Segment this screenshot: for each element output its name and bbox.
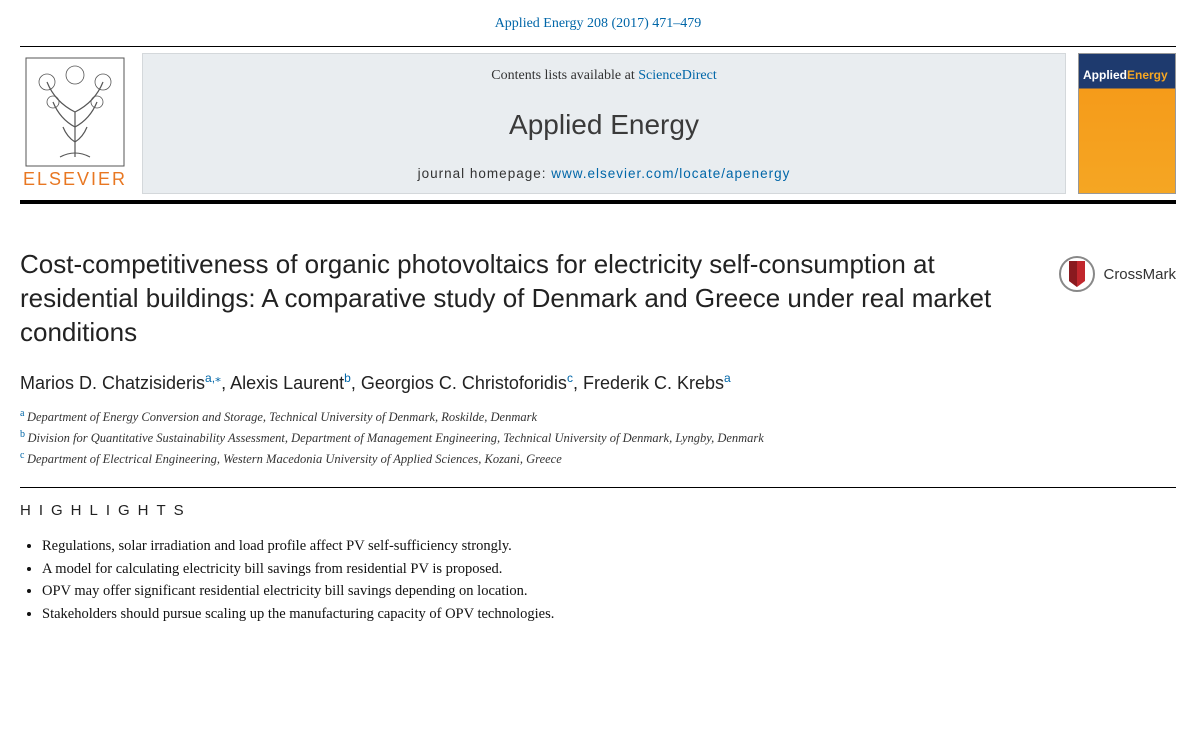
affiliation: b Division for Quantitative Sustainabili…	[20, 427, 1176, 448]
banner-center: Contents lists available at ScienceDirec…	[142, 53, 1066, 194]
elsevier-wordmark: ELSEVIER	[23, 169, 127, 190]
author-affil-sup: a	[724, 371, 731, 385]
authors-line: Marios D. Chatzisiderisa,⁎, Alexis Laure…	[20, 371, 1176, 394]
author-affil-sup: a,⁎	[205, 371, 221, 385]
highlights-heading: HIGHLIGHTS	[20, 502, 1176, 519]
homepage-url[interactable]: www.elsevier.com/locate/apenergy	[551, 166, 790, 181]
contents-prefix: Contents lists available at	[491, 68, 638, 83]
publisher-header: ELSEVIER Contents lists available at Sci…	[20, 46, 1176, 204]
sciencedirect-link[interactable]: ScienceDirect	[638, 68, 717, 83]
affiliation: c Department of Electrical Engineering, …	[20, 448, 1176, 469]
highlight-item: Regulations, solar irradiation and load …	[42, 535, 1176, 557]
cover-word-applied: Applied	[1083, 68, 1127, 82]
elsevier-tree-icon	[25, 57, 125, 167]
journal-cover-thumbnail: AppliedEnergy	[1078, 53, 1176, 194]
cover-title: AppliedEnergy	[1083, 68, 1168, 82]
homepage-line: journal homepage: www.elsevier.com/locat…	[153, 166, 1055, 181]
crossmark-icon	[1059, 256, 1095, 292]
journal-reference: Applied Energy 208 (2017) 471–479	[20, 16, 1176, 32]
homepage-prefix: journal homepage:	[418, 166, 552, 181]
author-affil-sup: b	[344, 371, 351, 385]
article-title: Cost-competitiveness of organic photovol…	[20, 248, 1039, 349]
divider	[20, 487, 1176, 488]
author-affil-sup: c	[567, 371, 573, 385]
author: Marios D. Chatzisideris	[20, 373, 205, 393]
crossmark-badge[interactable]: CrossMark	[1059, 256, 1176, 292]
crossmark-label: CrossMark	[1103, 266, 1176, 283]
highlight-item: A model for calculating electricity bill…	[42, 558, 1176, 580]
author: Alexis Laurent	[230, 373, 344, 393]
highlight-item: OPV may offer significant residential el…	[42, 580, 1176, 602]
cover-word-energy: Energy	[1127, 68, 1168, 82]
author: Georgios C. Christoforidis	[361, 373, 567, 393]
contents-line: Contents lists available at ScienceDirec…	[153, 68, 1055, 84]
highlights-list: Regulations, solar irradiation and load …	[20, 535, 1176, 625]
affiliations: a Department of Energy Conversion and St…	[20, 406, 1176, 469]
affiliation: a Department of Energy Conversion and St…	[20, 406, 1176, 427]
author: Frederik C. Krebs	[583, 373, 724, 393]
highlight-item: Stakeholders should pursue scaling up th…	[42, 603, 1176, 625]
elsevier-logo: ELSEVIER	[20, 53, 130, 194]
journal-name: Applied Energy	[153, 109, 1055, 141]
